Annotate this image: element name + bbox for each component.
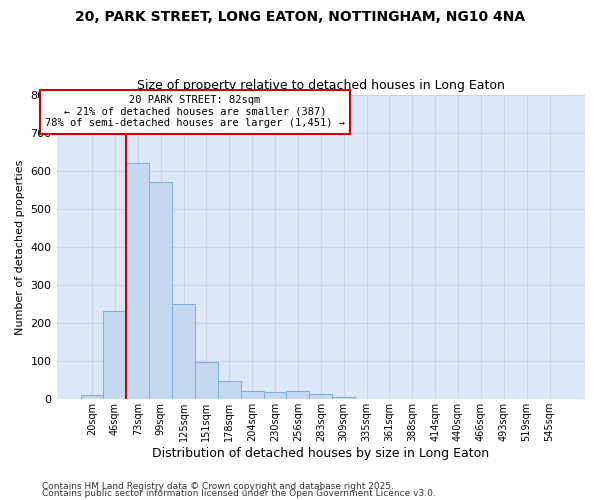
Text: Contains HM Land Registry data © Crown copyright and database right 2025.: Contains HM Land Registry data © Crown c…: [42, 482, 394, 491]
Bar: [172, 304, 195, 400]
Bar: [218, 381, 241, 400]
Bar: [286, 391, 310, 400]
Bar: [195, 362, 218, 400]
Bar: [332, 398, 355, 400]
Bar: [310, 394, 332, 400]
Text: 20, PARK STREET, LONG EATON, NOTTINGHAM, NG10 4NA: 20, PARK STREET, LONG EATON, NOTTINGHAM,…: [75, 10, 525, 24]
Text: Contains public sector information licensed under the Open Government Licence v3: Contains public sector information licen…: [42, 490, 436, 498]
Bar: [355, 398, 378, 400]
Text: 20 PARK STREET: 82sqm
← 21% of detached houses are smaller (387)
78% of semi-det: 20 PARK STREET: 82sqm ← 21% of detached …: [45, 95, 345, 128]
Bar: [80, 396, 103, 400]
Title: Size of property relative to detached houses in Long Eaton: Size of property relative to detached ho…: [137, 79, 505, 92]
Bar: [149, 182, 172, 400]
Bar: [263, 392, 286, 400]
Bar: [241, 391, 263, 400]
Bar: [103, 310, 127, 400]
Bar: [127, 163, 149, 400]
X-axis label: Distribution of detached houses by size in Long Eaton: Distribution of detached houses by size …: [152, 447, 490, 460]
Y-axis label: Number of detached properties: Number of detached properties: [15, 159, 25, 334]
